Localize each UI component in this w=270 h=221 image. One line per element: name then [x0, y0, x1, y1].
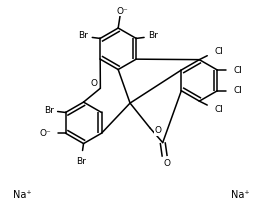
Text: O⁻: O⁻: [116, 7, 128, 16]
Text: Cl: Cl: [234, 86, 242, 95]
Text: Na⁺: Na⁺: [231, 190, 250, 200]
Text: Na⁺: Na⁺: [13, 190, 32, 200]
Text: Cl: Cl: [215, 105, 224, 114]
Text: Cl: Cl: [234, 65, 242, 74]
Text: O: O: [154, 126, 161, 135]
Text: Br: Br: [148, 31, 158, 40]
Text: O⁻: O⁻: [40, 129, 52, 138]
Text: O: O: [163, 159, 170, 168]
Text: Br: Br: [77, 157, 86, 166]
Text: O: O: [91, 79, 98, 88]
Text: Br: Br: [78, 31, 88, 40]
Text: Br: Br: [44, 106, 54, 115]
Text: Cl: Cl: [215, 47, 224, 56]
